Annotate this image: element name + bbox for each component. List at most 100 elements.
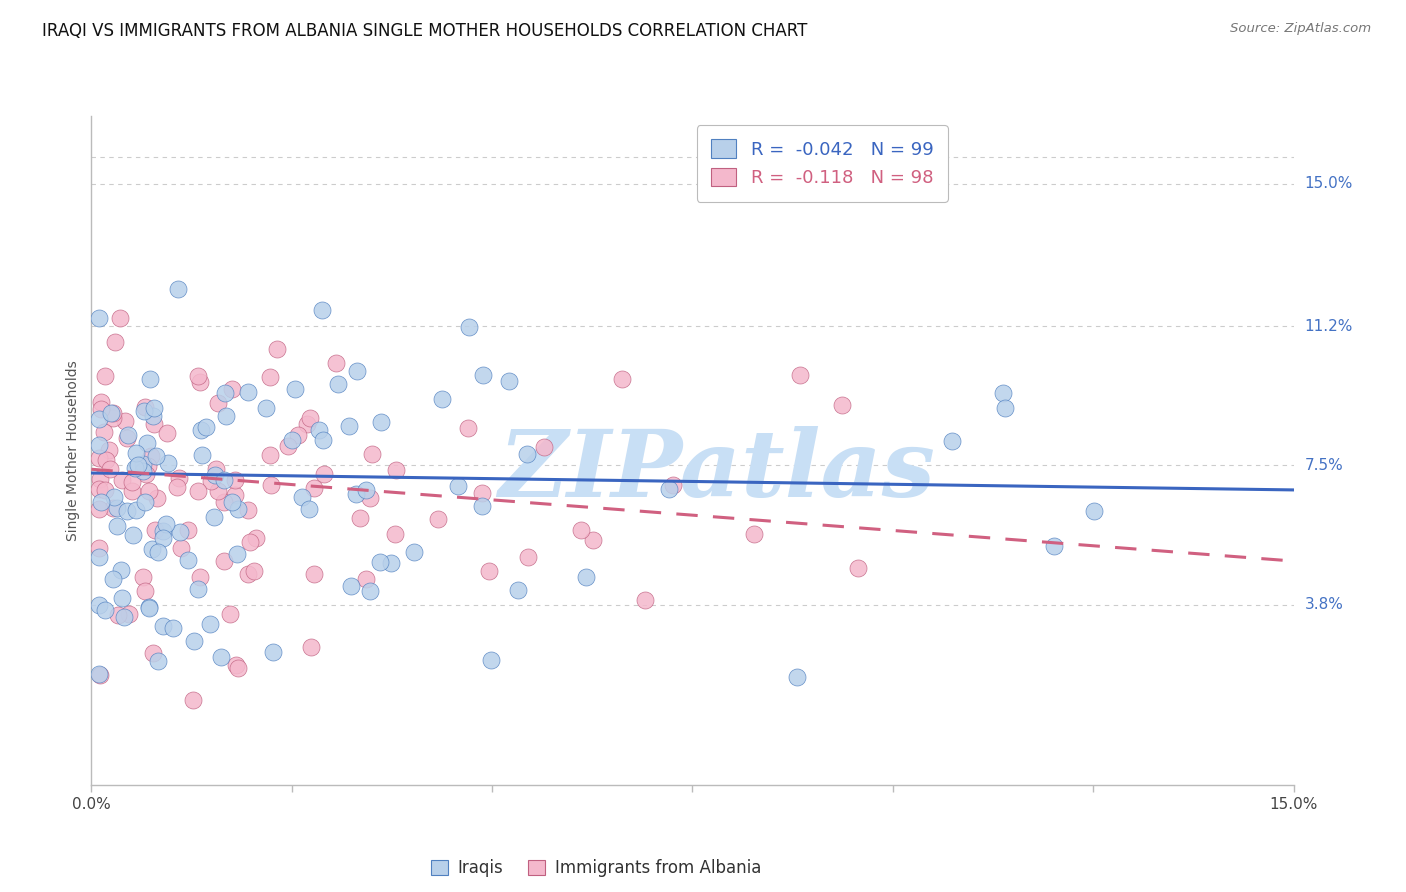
Text: IRAQI VS IMMIGRANTS FROM ALBANIA SINGLE MOTHER HOUSEHOLDS CORRELATION CHART: IRAQI VS IMMIGRANTS FROM ALBANIA SINGLE … <box>42 22 807 40</box>
Point <box>991 385 1014 400</box>
Point <box>349 511 371 525</box>
Point <box>112 609 135 624</box>
Point <box>478 564 501 578</box>
Point <box>111 591 134 606</box>
Point <box>89 483 111 497</box>
Point <box>295 417 318 431</box>
Text: 3.8%: 3.8% <box>1305 597 1344 612</box>
Point <box>94 602 117 616</box>
Point <box>111 474 134 488</box>
Point <box>89 501 111 516</box>
Point <box>354 572 377 586</box>
Point <box>145 450 167 464</box>
Point <box>498 375 520 389</box>
Point <box>245 531 267 545</box>
Point <box>337 418 360 433</box>
Point <box>575 570 598 584</box>
Point <box>166 282 188 296</box>
Point <box>156 456 179 470</box>
Point <box>100 405 122 419</box>
Point <box>152 524 174 538</box>
Point <box>89 310 111 325</box>
Text: 15.0%: 15.0% <box>1305 176 1353 191</box>
Point <box>308 423 330 437</box>
Point <box>89 550 111 565</box>
Point <box>260 477 283 491</box>
Point <box>304 567 326 582</box>
Point <box>103 491 125 505</box>
Point <box>138 600 160 615</box>
Point <box>354 483 377 498</box>
Point <box>131 464 153 478</box>
Point <box>89 666 111 681</box>
Point <box>533 441 555 455</box>
Point <box>287 427 309 442</box>
Point <box>89 541 111 556</box>
Point <box>207 484 229 499</box>
Point <box>156 426 179 441</box>
Point <box>447 479 470 493</box>
Point <box>90 395 112 409</box>
Point <box>516 447 538 461</box>
Point <box>430 392 453 406</box>
Point <box>134 584 156 599</box>
Point <box>221 382 243 396</box>
Point <box>101 411 124 425</box>
Point <box>100 462 122 476</box>
Point <box>359 584 381 599</box>
Point <box>471 499 494 513</box>
Point <box>148 544 170 558</box>
Point <box>114 414 136 428</box>
Point <box>200 474 222 488</box>
Point <box>457 421 479 435</box>
Point <box>226 661 249 675</box>
Point <box>176 523 198 537</box>
Point <box>384 526 406 541</box>
Point <box>142 417 165 431</box>
Point <box>661 477 683 491</box>
Point <box>142 409 165 424</box>
Point <box>94 453 117 467</box>
Point <box>101 500 124 515</box>
Point <box>262 645 284 659</box>
Point <box>224 487 246 501</box>
Point <box>89 438 111 452</box>
Point <box>259 370 281 384</box>
Point <box>125 446 148 460</box>
Point <box>299 411 322 425</box>
Point <box>311 434 333 448</box>
Point <box>427 512 450 526</box>
Point <box>162 621 184 635</box>
Point <box>299 640 322 654</box>
Point <box>117 428 139 442</box>
Point <box>142 646 165 660</box>
Point <box>370 415 392 429</box>
Point <box>94 368 117 383</box>
Point <box>359 491 381 505</box>
Point <box>89 668 111 682</box>
Point <box>254 401 277 415</box>
Point <box>786 670 808 684</box>
Point <box>118 607 141 621</box>
Point <box>658 482 681 496</box>
Point <box>471 486 494 500</box>
Point <box>226 502 249 516</box>
Point <box>215 409 238 423</box>
Point <box>517 550 540 565</box>
Point <box>132 570 155 584</box>
Point <box>243 564 266 578</box>
Point <box>340 579 363 593</box>
Text: ZIPatlas: ZIPatlas <box>498 425 935 516</box>
Point <box>132 457 155 471</box>
Point <box>846 561 869 575</box>
Point <box>169 525 191 540</box>
Text: Source: ZipAtlas.com: Source: ZipAtlas.com <box>1230 22 1371 36</box>
Point <box>138 483 160 498</box>
Point <box>226 547 249 561</box>
Point <box>1083 504 1105 518</box>
Point <box>204 462 226 476</box>
Point <box>186 483 208 498</box>
Point <box>188 375 211 389</box>
Point <box>212 553 235 567</box>
Point <box>135 436 157 450</box>
